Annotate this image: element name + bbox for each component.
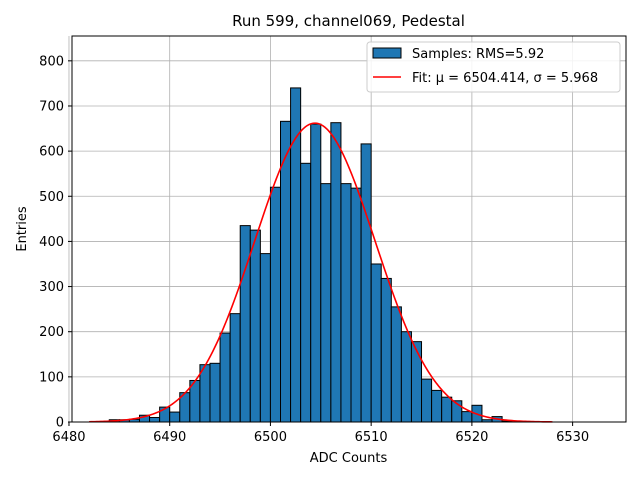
plot-frame — [71, 35, 627, 423]
histogram-bar — [169, 411, 181, 423]
y-axis-label: Entries — [15, 206, 30, 252]
histogram-bar — [461, 411, 473, 423]
x-tick-label: 6520 — [455, 430, 488, 445]
grid-lines — [68, 36, 626, 423]
histogram-bar — [390, 306, 402, 423]
histogram-bar — [310, 123, 322, 423]
legend-histogram-label: Samples: RMS=5.92 — [412, 47, 544, 62]
x-tick-label: 6480 — [52, 430, 85, 445]
x-axis-ticks: 6480 6490 6500 6510 6520 6530 — [52, 422, 589, 445]
y-tick-label: 300 — [39, 280, 64, 295]
chart-title: Run 599, channel069, Pedestal — [232, 12, 465, 30]
histogram-bar — [360, 143, 372, 423]
histogram-bar — [410, 341, 423, 423]
histogram-bar — [249, 229, 261, 423]
legend-box — [366, 41, 621, 93]
histogram-bar — [400, 331, 412, 423]
y-tick-label: 0 — [56, 416, 64, 431]
gaussian-fit-line — [89, 122, 553, 423]
histogram-bar — [269, 186, 282, 423]
histogram-bar — [149, 416, 161, 423]
histogram-bar — [330, 122, 342, 423]
x-axis-label: ADC Counts — [310, 451, 388, 466]
histogram-bar — [199, 364, 211, 423]
x-tick-label: 6500 — [254, 430, 287, 445]
histogram-bar — [380, 277, 392, 423]
x-tick-label: 6510 — [355, 430, 388, 445]
y-tick-label: 800 — [39, 54, 64, 69]
histogram-bars — [108, 87, 513, 423]
histogram-bar — [209, 362, 221, 423]
y-tick-label: 500 — [39, 190, 64, 205]
histogram-bar — [340, 183, 352, 423]
y-axis-ticks: 0 100 200 300 400 500 600 700 800 — [39, 54, 72, 431]
y-tick-label: 400 — [39, 235, 64, 250]
histogram-bar — [370, 263, 382, 423]
legend-histogram-swatch — [372, 47, 402, 59]
histogram-bar — [300, 162, 312, 423]
y-tick-label: 200 — [39, 325, 64, 340]
histogram-bar — [431, 389, 443, 423]
legend: Samples: RMS=5.92 Fit: μ = 6504.414, σ =… — [366, 41, 621, 93]
histogram-bar — [259, 253, 271, 423]
histogram-bar — [219, 332, 231, 423]
histogram-bar — [320, 183, 332, 423]
x-tick-label: 6490 — [153, 430, 186, 445]
histogram-bar — [239, 225, 251, 423]
histogram-bar — [421, 378, 433, 423]
histogram-bar — [441, 396, 453, 423]
legend-fit-label: Fit: μ = 6504.414, σ = 5.968 — [412, 71, 598, 86]
y-tick-label: 600 — [39, 145, 64, 160]
histogram-bar — [350, 187, 362, 423]
y-tick-label: 700 — [39, 99, 64, 114]
x-tick-label: 6530 — [556, 430, 589, 445]
y-tick-label: 100 — [39, 370, 64, 385]
histogram-bar — [229, 313, 241, 423]
